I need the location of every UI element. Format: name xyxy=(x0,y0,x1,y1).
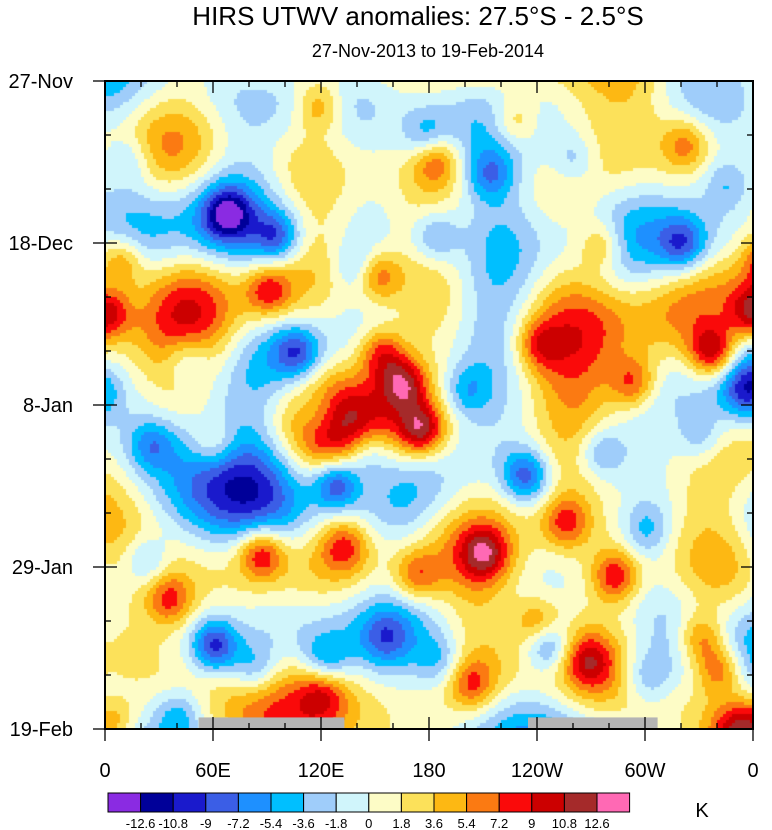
x-tick-label: 180 xyxy=(412,760,445,782)
colorbar-swatch xyxy=(368,792,402,813)
colorbar-swatch xyxy=(400,792,435,813)
colorbar-swatch xyxy=(498,792,533,813)
colorbar-swatch xyxy=(303,792,337,813)
colorbar-label: -3.6 xyxy=(292,816,314,830)
colorbar-swatch xyxy=(531,792,565,813)
chart-title: HIRS UTWV anomalies: 27.5°S - 2.5°S xyxy=(192,1,643,31)
y-axis: 27-Nov 18-Dec 8-Jan 29-Jan 19-Feb xyxy=(9,71,753,741)
colorbar-label: 9 xyxy=(528,816,535,830)
y-tick-label: 18-Dec xyxy=(9,233,73,255)
colorbar-label: -9 xyxy=(200,816,212,830)
colorbar-label: 1.8 xyxy=(392,816,410,830)
y-tick-label: 8-Jan xyxy=(23,395,73,417)
colorbar-swatch xyxy=(205,792,239,813)
colorbar-label: -1.8 xyxy=(325,816,347,830)
colorbar-label: 12.6 xyxy=(584,816,609,830)
x-tick-label: 60E xyxy=(195,760,231,782)
anomaly-heatmap xyxy=(105,81,753,729)
missing-data-band xyxy=(528,717,658,729)
colorbar-label: 10.8 xyxy=(552,816,577,830)
colorbar-label: 5.4 xyxy=(458,816,476,830)
missing-data-layer xyxy=(198,717,658,729)
colorbar-swatch xyxy=(107,792,142,813)
plot-area xyxy=(105,81,753,729)
colorbar-swatch xyxy=(270,792,305,813)
y-tick-label: 27-Nov xyxy=(9,71,73,93)
colorbar-label: 7.2 xyxy=(490,816,508,830)
y-tick-label: 19-Feb xyxy=(10,719,73,741)
x-tick-label: 0 xyxy=(99,760,110,782)
y-tick-label: 29-Jan xyxy=(12,557,73,579)
colorbar-swatch xyxy=(596,792,631,813)
colorbar-label: 0 xyxy=(365,816,372,830)
colorbar-label: 3.6 xyxy=(425,816,443,830)
missing-data-band xyxy=(198,717,345,729)
units-label: K xyxy=(695,800,709,822)
colorbar-label: -10.8 xyxy=(158,816,188,830)
x-axis: 0 60E 120E 180 120W 60W 0 xyxy=(99,81,759,782)
chart-subtitle: 27-Nov-2013 to 19-Feb-2014 xyxy=(312,41,544,61)
x-tick-label: 120W xyxy=(511,760,563,782)
colorbar-swatch xyxy=(563,792,598,813)
colorbar-swatch xyxy=(237,792,272,813)
colorbar: -12.6 -10.8 -9 -7.2 -5.4 -3.6 -1.8 0 1.8 3.6 5.4 7.… xyxy=(107,792,631,830)
colorbar-label: -5.4 xyxy=(260,816,282,830)
x-tick-label: 60W xyxy=(624,760,665,782)
x-tick-label: 0 xyxy=(747,760,758,782)
colorbar-label: -12.6 xyxy=(126,816,156,830)
colorbar-swatch xyxy=(466,792,500,813)
colorbar-swatch xyxy=(433,792,468,813)
x-tick-label: 120E xyxy=(298,760,345,782)
colorbar-swatch xyxy=(140,792,174,813)
colorbar-label: -7.2 xyxy=(227,816,249,830)
colorbar-swatch xyxy=(335,792,370,813)
colorbar-swatch xyxy=(172,792,207,813)
